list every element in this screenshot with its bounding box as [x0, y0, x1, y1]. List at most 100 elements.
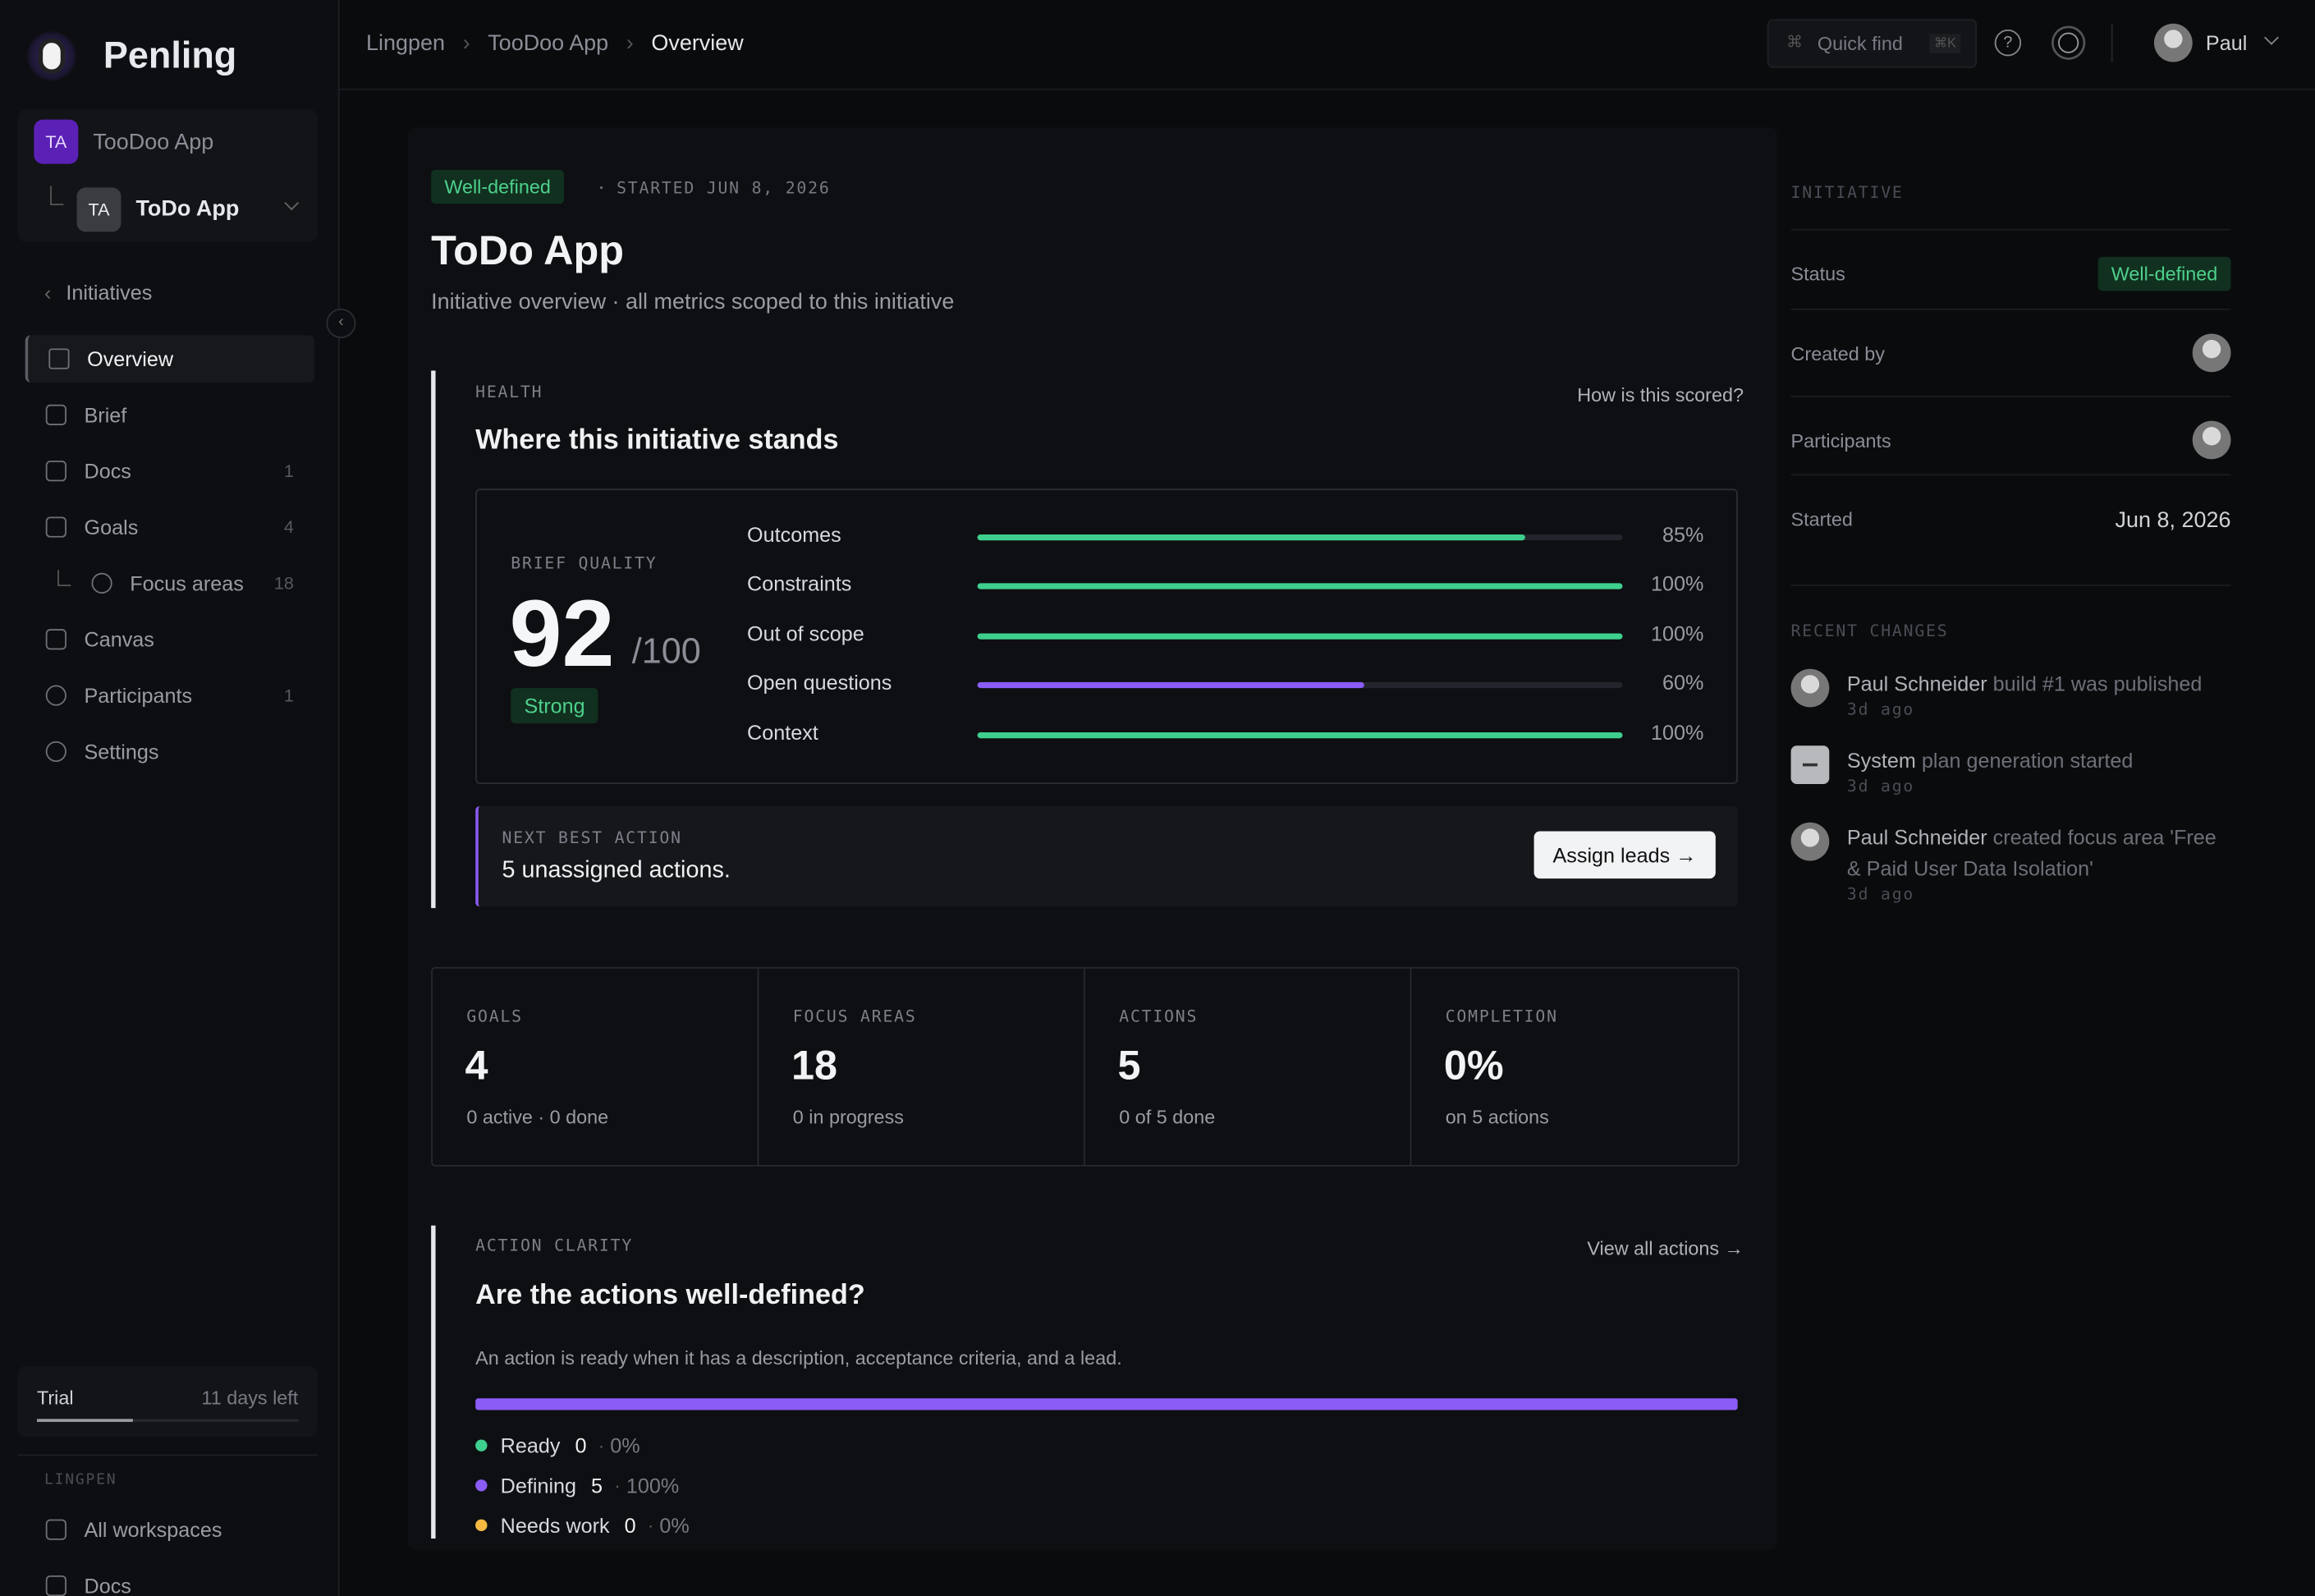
stat-value: 0%: [1443, 1042, 1504, 1089]
quick-find-label: Quick find: [1817, 32, 1903, 55]
recent-avatar: [1790, 668, 1830, 708]
stat-value: 4: [465, 1042, 488, 1089]
metric-name: Constraints: [747, 571, 852, 596]
legend-name: Ready: [500, 1433, 561, 1458]
legend-dot: [475, 1519, 488, 1532]
health-section: HEALTH How is this scored? Where this in…: [431, 370, 1744, 909]
footer-link-label: Docs: [84, 1574, 131, 1596]
stat-value: 18: [791, 1042, 838, 1089]
nav-item[interactable]: Focus areas 18: [25, 560, 312, 608]
view-actions-link[interactable]: View all actions →: [1587, 1237, 1744, 1260]
sidebar: Penling TA TooDoo App TA ToDo App ‹ Initi…: [0, 0, 340, 1596]
next-action: NEXT BEST ACTION 5 unassigned actions. A…: [475, 805, 1738, 907]
legend-dot-sep: ·: [598, 1435, 605, 1456]
nav-count: 4: [283, 516, 294, 538]
breadcrumb[interactable]: Lingpen: [366, 30, 446, 57]
recent-time: 3d ago: [1846, 776, 1915, 796]
footer-section: LINGPEN: [44, 1472, 117, 1488]
panel-section: INITIATIVE: [1790, 183, 1904, 203]
breadcrumb[interactable]: TooDoo App: [488, 30, 609, 57]
user-name[interactable]: Paul: [2205, 30, 2248, 55]
metric-name: Context: [747, 719, 818, 744]
breadcrumbs: Lingpen › TooDoo App › Overview: [366, 30, 744, 57]
project-name: ToDo App: [135, 196, 240, 222]
scoring-link[interactable]: How is this scored?: [1577, 383, 1744, 406]
legend-count: 5: [591, 1473, 603, 1497]
theme-toggle[interactable]: [2058, 32, 2079, 53]
project-badge: TA: [76, 187, 121, 232]
stat-card: COMPLETION 0% on 5 actions: [1411, 969, 1736, 1165]
metric-value: 85%: [1662, 522, 1704, 547]
recent-actor: Paul Schneider: [1846, 825, 1987, 850]
detail-row: Status Well-defined: [1790, 228, 2231, 310]
legend-dot: [475, 1479, 488, 1492]
nav-label: Canvas: [84, 627, 154, 652]
quality-box: BRIEF QUALITY 92 /100 Strong Outcomes 85%…: [475, 488, 1738, 784]
workspace-name: TooDoo App: [93, 130, 214, 155]
metric-fill: [977, 534, 1526, 541]
collapse-button[interactable]: ‹: [326, 308, 356, 338]
stat-value: 5: [1117, 1042, 1141, 1089]
nav-item[interactable]: Overview: [25, 335, 315, 383]
footer-link[interactable]: All workspaces: [25, 1506, 312, 1553]
nav-item[interactable]: Goals 4: [25, 503, 312, 551]
stat-detail: 0 active · 0 done: [466, 1106, 609, 1129]
stat-label: ACTIONS: [1119, 1007, 1199, 1026]
nav-item[interactable]: Brief: [25, 392, 312, 439]
brand: Penling: [103, 35, 237, 77]
footer-link[interactable]: Docs: [25, 1562, 312, 1596]
nav-label: Overview: [87, 346, 174, 371]
legend-dot: [475, 1439, 488, 1452]
nav-item[interactable]: Settings: [25, 728, 312, 776]
recent-action: created focus area 'Free & Paid User Dat…: [1846, 825, 2216, 880]
user-avatar[interactable]: [2153, 23, 2193, 62]
footer-link-label: All workspaces: [84, 1517, 222, 1542]
section-heading: Are the actions well-defined?: [475, 1280, 865, 1312]
workspace-switcher[interactable]: TA TooDoo App TA ToDo App: [17, 109, 318, 242]
stat-detail: 0 of 5 done: [1119, 1106, 1216, 1129]
back-link[interactable]: ‹ Initiatives: [44, 280, 153, 305]
nav-label: Docs: [84, 459, 131, 484]
started: · STARTED JUN 8, 2026: [596, 178, 831, 198]
nav-item[interactable]: Canvas: [25, 616, 312, 663]
detail-row: Created by: [1790, 308, 2231, 390]
metric-value: 60%: [1662, 670, 1704, 695]
details-panel: INITIATIVE Status Well-defined Created by P…: [1790, 0, 2234, 1034]
legend-item: Needs work 0 · 0%: [475, 1513, 690, 1537]
trial-remaining: 11 days left: [201, 1386, 299, 1409]
next-action-text: 5 unassigned actions.: [502, 857, 731, 883]
stat-label: FOCUS AREAS: [792, 1007, 917, 1026]
legend-name: Needs work: [500, 1513, 610, 1538]
recent-action: build #1 was published: [1992, 672, 2203, 696]
nav-item[interactable]: Participants 1: [25, 672, 312, 719]
stat-label: GOALS: [466, 1007, 523, 1026]
clarity-bar: [475, 1398, 1738, 1410]
nav-count: 18: [273, 572, 294, 594]
quick-find[interactable]: ⌘ Quick find ⌘K: [1767, 19, 1978, 68]
recent-text: Paul Schneider build #1 was published 3d …: [1847, 669, 2234, 721]
shortcut: ⌘K: [1929, 34, 1961, 53]
help-button[interactable]: ?: [1994, 29, 2022, 57]
detail-row: Participants: [1790, 395, 2231, 477]
main-card: Well-defined · STARTED JUN 8, 2026 ToDo A…: [407, 126, 1778, 1551]
workspace-badge: TA: [34, 119, 79, 164]
quality-rating: Strong: [511, 688, 598, 724]
metric-name: Out of scope: [747, 621, 864, 645]
trial-label: Trial: [36, 1386, 74, 1409]
legend-count: 0: [624, 1513, 636, 1538]
metric-name: Outcomes: [747, 522, 841, 547]
recent-text: System plan generation started 3d ago: [1847, 745, 2234, 797]
legend-pct: 0%: [659, 1513, 690, 1538]
metric-value: 100%: [1651, 571, 1704, 596]
recent-avatar: [1790, 822, 1830, 861]
nav-label: Participants: [84, 683, 193, 708]
assign-button[interactable]: Assign leads →: [1533, 831, 1716, 879]
detail-label: Participants: [1790, 429, 1891, 452]
nav-item[interactable]: Docs 1: [25, 447, 312, 495]
topbar: Lingpen › TooDoo App › Overview ⌘ Quick find…: [339, 0, 2315, 90]
stats-row: GOALS 4 0 active · 0 done FOCUS AREAS 18 0 in…: [431, 966, 1740, 1167]
page-title: ToDo App: [431, 227, 625, 273]
legend-count: 0: [575, 1433, 587, 1458]
recent-label: RECENT CHANGES: [1790, 621, 1949, 641]
